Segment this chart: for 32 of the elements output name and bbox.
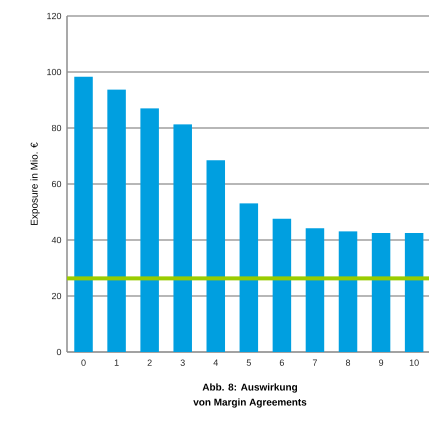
x-tick-label: 2 bbox=[148, 360, 152, 366]
y-tick-label: 0 bbox=[56, 348, 62, 356]
y-tick-label: 40 bbox=[52, 236, 62, 244]
text: von Margin Agreements bbox=[193, 398, 306, 408]
x-tick-label: 0 bbox=[81, 360, 86, 366]
y-tick-label: 60 bbox=[52, 180, 62, 188]
text: Abb. 8: Auswirkung bbox=[202, 383, 298, 393]
x-tick-label: 9 bbox=[378, 360, 384, 366]
x-tick-label: 5 bbox=[246, 360, 251, 366]
bar bbox=[140, 108, 159, 352]
y-tick-label: 120 bbox=[47, 12, 62, 20]
y-axis-title: Exposure in Mio. € bbox=[30, 142, 40, 225]
y-tick-label: 100 bbox=[47, 68, 62, 76]
bar bbox=[404, 233, 424, 352]
x-tick-label: 6 bbox=[280, 360, 284, 366]
x-tick-label: 1 bbox=[114, 360, 119, 366]
x-tick-label: 8 bbox=[346, 360, 350, 366]
x-tick-label: 4 bbox=[213, 360, 218, 366]
bar bbox=[173, 124, 192, 352]
bar bbox=[372, 233, 390, 352]
y-tick-label: 80 bbox=[52, 124, 62, 132]
x-tick-label: 7 bbox=[312, 360, 317, 366]
bar bbox=[74, 76, 93, 352]
bar bbox=[107, 90, 126, 352]
bar bbox=[272, 218, 292, 352]
bar bbox=[306, 228, 324, 352]
x-tick-label: 3 bbox=[180, 360, 185, 366]
x-tick-label: 10 bbox=[410, 360, 419, 366]
bar bbox=[206, 160, 226, 352]
bar bbox=[240, 203, 258, 352]
y-tick-label: 20 bbox=[52, 292, 62, 300]
bar bbox=[338, 231, 358, 352]
